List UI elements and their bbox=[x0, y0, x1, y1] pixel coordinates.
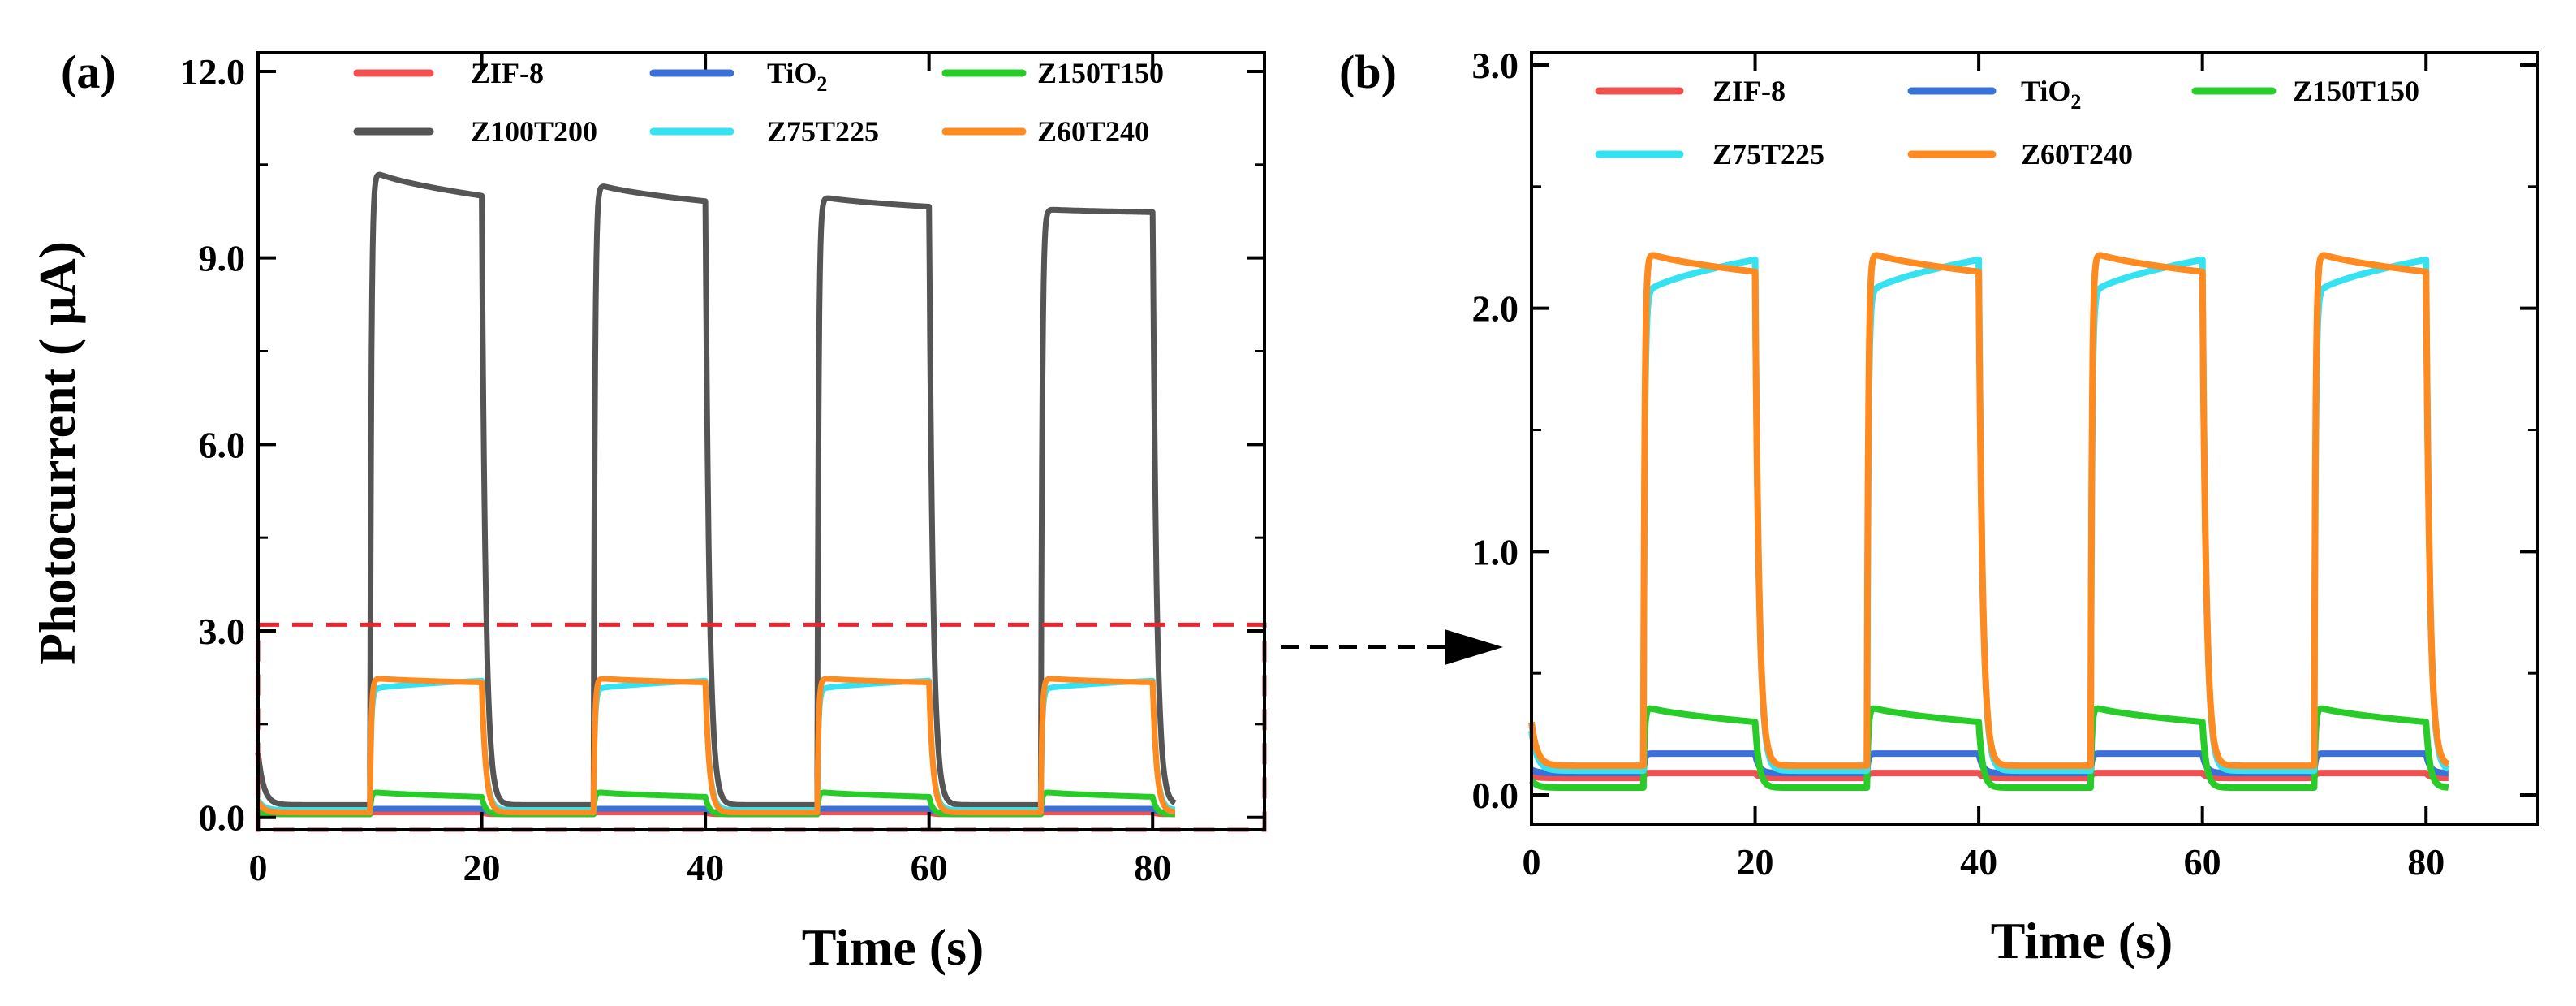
y-tick-label: 3.0 bbox=[1472, 45, 1519, 86]
legend-item-z60t240: Z60T240 bbox=[941, 115, 1149, 148]
panel-b-label: (b) bbox=[1339, 45, 1397, 98]
x-tick-label: 40 bbox=[687, 847, 724, 888]
panel-a-y-axis-title: Photocurrent ( μA) bbox=[28, 241, 86, 665]
legend-label: Z150T150 bbox=[2293, 75, 2419, 107]
x-tick-label: 80 bbox=[2407, 841, 2445, 883]
y-tick-label: 3.0 bbox=[199, 611, 246, 652]
x-tick-label: 60 bbox=[2184, 841, 2221, 883]
legend-item-z100t200: Z100T200 bbox=[353, 115, 597, 148]
panel-b-axes: 0 20 40 60 80 0.0 1.0 2.0 3.0 bbox=[1472, 45, 2538, 883]
x-tick-label: 60 bbox=[911, 847, 948, 888]
legend-item-zif8: ZIF-8 bbox=[1595, 75, 1786, 107]
legend-item-zif8: ZIF-8 bbox=[353, 57, 544, 89]
panel-b: (b) 0 20 40 60 80 0.0 1.0 2.0 3.0 Time (s) ZIF-8… bbox=[1339, 45, 2539, 969]
y-tick-label: 2.0 bbox=[1472, 288, 1519, 330]
legend-label: Z100T200 bbox=[471, 115, 597, 148]
legend-label: Z150T150 bbox=[1037, 57, 1164, 89]
y-tick-label: 9.0 bbox=[199, 238, 246, 279]
zoom-box-rect bbox=[256, 622, 1267, 832]
legend-label: ZIF-8 bbox=[1712, 75, 1786, 107]
panel-b-series bbox=[1528, 252, 2452, 791]
x-tick-label: 0 bbox=[1523, 841, 1541, 883]
legend-item-tio2: TiO2 bbox=[649, 57, 827, 96]
legend-item-z75t225: Z75T225 bbox=[1595, 138, 1824, 171]
series-z60t240-line bbox=[255, 676, 1178, 816]
legend-label: Z60T240 bbox=[1037, 115, 1149, 148]
series-z75t225-line bbox=[1528, 256, 2452, 775]
y-tick-label: 1.0 bbox=[1472, 531, 1519, 572]
zoom-arrow-head bbox=[1445, 629, 1503, 665]
legend-item-tio2: TiO2 bbox=[1907, 75, 2081, 114]
series-z100t200-line bbox=[255, 171, 1178, 808]
x-tick-label: 20 bbox=[463, 847, 501, 888]
panel-b-x-axis-title: Time (s) bbox=[1991, 912, 2173, 969]
panel-a-plot-frame bbox=[256, 51, 1266, 831]
legend-label: TiO2 bbox=[2021, 75, 2081, 114]
y-tick-label: 0.0 bbox=[1472, 775, 1519, 816]
y-tick-label: 0.0 bbox=[199, 797, 246, 839]
panel-b-plot-frame bbox=[1530, 51, 2539, 826]
legend-label: Z75T225 bbox=[767, 115, 879, 148]
legend-item-z60t240: Z60T240 bbox=[1907, 138, 2133, 171]
panel-b-legend: ZIF-8 TiO2 Z150T150 Z75T225 Z60T240 bbox=[1595, 75, 2419, 171]
x-tick-label: 40 bbox=[1960, 841, 1997, 883]
legend-label: ZIF-8 bbox=[471, 57, 544, 89]
x-tick-label: 80 bbox=[1134, 847, 1171, 888]
series-z60t240-line bbox=[1528, 252, 2452, 770]
panel-a-axes: 0 20 40 60 80 0.0 3.0 6.0 9.0 12.0 bbox=[180, 51, 1264, 888]
y-tick-label: 6.0 bbox=[199, 424, 246, 465]
series-z150t150-line bbox=[1528, 705, 2452, 791]
series-zif-8-line bbox=[1528, 770, 2452, 782]
y-tick-label: 12.0 bbox=[180, 51, 246, 93]
x-tick-label: 20 bbox=[1737, 841, 1774, 883]
zoom-arrow bbox=[1281, 629, 1503, 665]
legend-item-z150t150: Z150T150 bbox=[2191, 75, 2419, 107]
panel-a-label: (a) bbox=[61, 45, 116, 98]
panel-a: (a) 0 20 40 60 80 0.0 3.0 6.0 9.0 12.0 Time (s) P… bbox=[28, 45, 1267, 976]
legend-label: Z60T240 bbox=[2021, 138, 2133, 171]
panel-a-series bbox=[255, 171, 1178, 818]
legend-item-z75t225: Z75T225 bbox=[649, 115, 879, 148]
panel-a-x-axis-title: Time (s) bbox=[802, 918, 984, 976]
zoom-box bbox=[256, 622, 1267, 832]
legend-label: TiO2 bbox=[767, 57, 827, 96]
panel-a-legend: ZIF-8 TiO2 Z150T150 Z100T200 Z75T225 Z60… bbox=[353, 57, 1164, 148]
legend-item-z150t150: Z150T150 bbox=[941, 57, 1164, 89]
x-tick-label: 0 bbox=[249, 847, 268, 888]
legend-label: Z75T225 bbox=[1712, 138, 1824, 171]
